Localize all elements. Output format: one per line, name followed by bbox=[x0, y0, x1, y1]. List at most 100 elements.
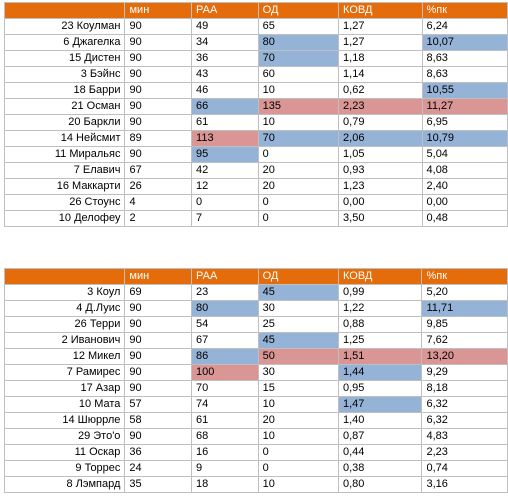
table-row: 6 Джагелка 90 34 80 1,27 10,07 bbox=[3, 34, 508, 51]
stat-cell-min: 58 bbox=[124, 412, 192, 429]
stat-cell-pk: 0,48 bbox=[421, 210, 508, 227]
stat-cell-kovd: 1,47 bbox=[337, 396, 423, 413]
stat-cell-pk: 6,95 bbox=[421, 114, 508, 131]
stat-cell-pk: 6,24 bbox=[421, 18, 508, 35]
stat-cell-raa: 46 bbox=[191, 82, 259, 99]
stat-cell-min: 90 bbox=[124, 98, 193, 115]
player-name-cell: 17 Азар bbox=[3, 380, 126, 397]
player-name-cell: 26 Стоунс bbox=[3, 194, 126, 211]
stat-cell-kovd: 2,06 bbox=[338, 130, 423, 147]
stat-cell-kovd: 1,23 bbox=[338, 178, 423, 195]
header-cell-od: ОД bbox=[257, 2, 340, 19]
stat-cell-od: 70 bbox=[257, 50, 340, 67]
stat-cell-kovd: 1,18 bbox=[338, 50, 423, 67]
stats-table-bottom: мин РАА ОД КОВД %пк 3 Коул 69 23 45 0,99 5,20 4 Д.Л… bbox=[3, 268, 508, 493]
stat-cell-od: 0 bbox=[257, 210, 340, 227]
stat-cell-pk: 9,85 bbox=[421, 316, 508, 333]
table-row: 15 Дистен 90 36 70 1,18 8,63 bbox=[3, 50, 508, 67]
stat-cell-raa: 42 bbox=[191, 162, 259, 179]
stat-cell-raa: 74 bbox=[191, 396, 259, 413]
player-name-cell: 29 Это'о bbox=[3, 428, 126, 445]
player-name-cell: 2 Иванович bbox=[3, 332, 126, 349]
stat-cell-pk: 4,83 bbox=[421, 428, 508, 445]
stat-cell-kovd: 1,27 bbox=[338, 18, 423, 35]
stat-cell-kovd: 1,14 bbox=[338, 66, 423, 83]
table-row: 14 Шюррле 58 61 20 1,40 6,32 bbox=[3, 412, 508, 429]
table-row: 18 Барри 90 46 10 0,62 10,55 bbox=[3, 82, 508, 99]
stat-cell-kovd: 1,25 bbox=[337, 332, 423, 349]
player-name-cell: 15 Дистен bbox=[3, 50, 126, 67]
stat-cell-pk: 10,55 bbox=[421, 82, 508, 99]
stat-cell-kovd: 1,40 bbox=[337, 412, 423, 429]
player-name-cell: 6 Джагелка bbox=[3, 34, 126, 51]
stat-cell-od: 10 bbox=[257, 396, 339, 413]
stat-cell-pk: 10,79 bbox=[421, 130, 508, 147]
table-row: 11 Миральяс 90 95 0 1,05 5,04 bbox=[3, 146, 508, 163]
player-name-cell: 18 Барри bbox=[3, 82, 126, 99]
stat-cell-pk: 0,00 bbox=[421, 194, 508, 211]
stat-cell-od: 10 bbox=[257, 428, 339, 445]
stat-cell-raa: 80 bbox=[191, 300, 259, 317]
table-row: 8 Лэмпард 35 18 10 0,80 3,16 bbox=[3, 476, 508, 493]
stat-cell-min: 67 bbox=[124, 162, 193, 179]
stat-cell-pk: 7,62 bbox=[421, 332, 508, 349]
player-name-cell: 26 Терри bbox=[3, 316, 126, 333]
table-row: 12 Микел 90 86 50 1,51 13,20 bbox=[3, 348, 508, 365]
stat-cell-min: 35 bbox=[124, 476, 192, 493]
header-cell-raa: РАА bbox=[191, 2, 259, 19]
header-cell-raa: РАА bbox=[191, 268, 259, 285]
player-name-cell: 14 Шюррле bbox=[3, 412, 126, 429]
header-cell-min: мин bbox=[124, 2, 193, 19]
stat-cell-kovd: 0,62 bbox=[338, 82, 423, 99]
stat-cell-pk: 11,27 bbox=[421, 98, 508, 115]
stat-cell-raa: 68 bbox=[191, 428, 259, 445]
stat-cell-raa: 86 bbox=[191, 348, 259, 365]
header-row: мин РАА ОД КОВД %пк bbox=[3, 268, 508, 285]
stat-cell-kovd: 0,87 bbox=[337, 428, 423, 445]
stat-cell-raa: 100 bbox=[191, 364, 259, 381]
stat-cell-pk: 13,20 bbox=[421, 348, 508, 365]
stat-cell-od: 70 bbox=[257, 130, 340, 147]
stat-cell-raa: 23 bbox=[191, 284, 259, 301]
table-row: 26 Терри 90 54 25 0,88 9,85 bbox=[3, 316, 508, 333]
stat-cell-raa: 9 bbox=[191, 460, 259, 477]
stat-cell-od: 0 bbox=[257, 194, 340, 211]
stat-cell-od: 15 bbox=[257, 380, 339, 397]
stat-cell-kovd: 1,05 bbox=[338, 146, 423, 163]
stat-cell-pk: 6,32 bbox=[421, 396, 508, 413]
stat-cell-pk: 2,40 bbox=[421, 178, 508, 195]
stat-cell-raa: 12 bbox=[191, 178, 259, 195]
stat-cell-min: 57 bbox=[124, 396, 192, 413]
header-cell-player bbox=[3, 268, 126, 285]
table-row: 3 Бэйнс 90 43 60 1,14 8,63 bbox=[3, 66, 508, 83]
stat-cell-od: 30 bbox=[257, 364, 339, 381]
stat-cell-kovd: 0,00 bbox=[338, 194, 423, 211]
stat-cell-pk: 8,18 bbox=[421, 380, 508, 397]
stat-cell-od: 10 bbox=[257, 476, 339, 493]
stat-cell-kovd: 0,93 bbox=[338, 162, 423, 179]
stat-cell-od: 10 bbox=[257, 82, 340, 99]
stat-cell-od: 45 bbox=[257, 284, 339, 301]
stat-cell-raa: 70 bbox=[191, 380, 259, 397]
stat-cell-raa: 61 bbox=[191, 412, 259, 429]
stat-cell-raa: 113 bbox=[191, 130, 259, 147]
stat-cell-od: 0 bbox=[257, 444, 339, 461]
table-row: 29 Это'о 90 68 10 0,87 4,83 bbox=[3, 428, 508, 445]
stat-cell-min: 90 bbox=[124, 428, 192, 445]
stat-cell-od: 20 bbox=[257, 178, 340, 195]
stat-cell-raa: 95 bbox=[191, 146, 259, 163]
stat-cell-kovd: 0,88 bbox=[337, 316, 423, 333]
stat-cell-od: 0 bbox=[257, 146, 340, 163]
player-name-cell: 10 Делофеу bbox=[3, 210, 126, 227]
table-row: 7 Рамирес 90 100 30 1,44 9,29 bbox=[3, 364, 508, 381]
stat-cell-pk: 0,74 bbox=[421, 460, 508, 477]
stat-cell-od: 20 bbox=[257, 162, 340, 179]
table-row: 16 Маккарти 26 12 20 1,23 2,40 bbox=[3, 178, 508, 195]
stat-cell-min: 69 bbox=[124, 284, 192, 301]
stat-cell-kovd: 0,44 bbox=[337, 444, 423, 461]
stat-cell-min: 89 bbox=[124, 130, 193, 147]
player-name-cell: 20 Баркли bbox=[3, 114, 126, 131]
player-name-cell: 4 Д.Луис bbox=[3, 300, 126, 317]
stat-cell-od: 10 bbox=[257, 114, 340, 131]
stat-cell-min: 90 bbox=[124, 146, 193, 163]
